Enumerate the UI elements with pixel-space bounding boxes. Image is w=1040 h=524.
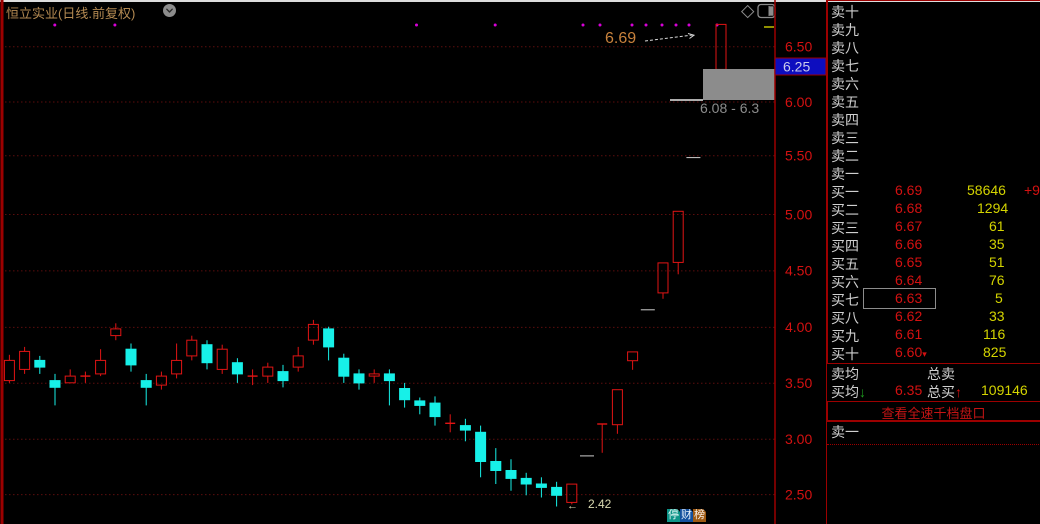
svg-text:6.00: 6.00 — [785, 94, 812, 110]
svg-text:2.42: 2.42 — [588, 497, 612, 511]
svg-text:6.50: 6.50 — [785, 39, 812, 55]
svg-text:4.50: 4.50 — [785, 263, 812, 279]
svg-text:6.69: 6.69 — [605, 30, 636, 47]
svg-text:4.00: 4.00 — [785, 319, 812, 335]
svg-text:3.50: 3.50 — [785, 375, 812, 391]
svg-text:6.08 - 6.3: 6.08 - 6.3 — [700, 100, 759, 116]
svg-text:5.00: 5.00 — [785, 206, 812, 222]
svg-text:3.00: 3.00 — [785, 431, 812, 447]
svg-text:5.50: 5.50 — [785, 148, 812, 164]
svg-text:6.25: 6.25 — [783, 59, 810, 75]
svg-text:←: ← — [567, 500, 578, 512]
svg-text:2.50: 2.50 — [785, 486, 812, 502]
